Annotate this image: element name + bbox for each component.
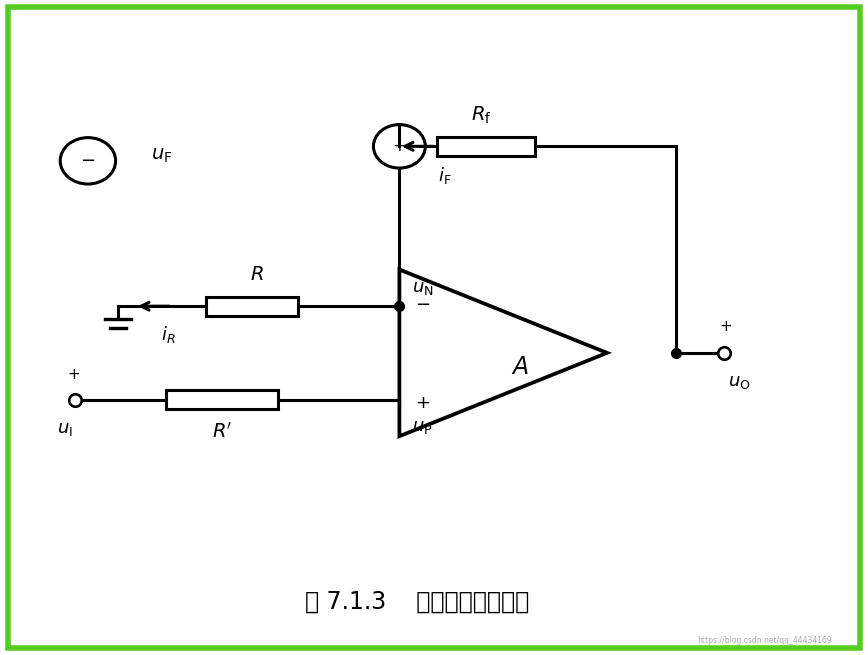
Text: $R_{\rm f}$: $R_{\rm f}$ xyxy=(471,105,492,126)
Text: $-$: $-$ xyxy=(81,151,95,168)
Text: $R$: $R$ xyxy=(250,265,264,284)
Text: $u_{\rm P}$: $u_{\rm P}$ xyxy=(412,418,433,436)
Bar xyxy=(437,137,536,156)
Text: $R'$: $R'$ xyxy=(212,421,233,441)
Text: A: A xyxy=(512,356,529,379)
Bar xyxy=(207,297,299,316)
Text: $+$: $+$ xyxy=(392,138,406,155)
Text: $u_{\rm N}$: $u_{\rm N}$ xyxy=(411,280,433,297)
Bar xyxy=(166,390,278,409)
Text: $+$: $+$ xyxy=(67,367,80,382)
Text: $u_{\rm O}$: $u_{\rm O}$ xyxy=(728,373,751,391)
Text: $+$: $+$ xyxy=(415,394,430,412)
Text: $u_{\rm I}$: $u_{\rm I}$ xyxy=(56,420,73,438)
Text: $i_{R}$: $i_{R}$ xyxy=(161,324,175,345)
Text: https://blog.csdn.net/qq_44434169: https://blog.csdn.net/qq_44434169 xyxy=(697,636,832,645)
Text: $i_{\rm F}$: $i_{\rm F}$ xyxy=(438,165,451,186)
Text: 图 7.1.3    同相比例运算电路: 图 7.1.3 同相比例运算电路 xyxy=(305,590,529,614)
Text: $-$: $-$ xyxy=(415,293,431,312)
Text: $u_{\rm F}$: $u_{\rm F}$ xyxy=(151,145,172,164)
Text: $+$: $+$ xyxy=(719,319,732,334)
